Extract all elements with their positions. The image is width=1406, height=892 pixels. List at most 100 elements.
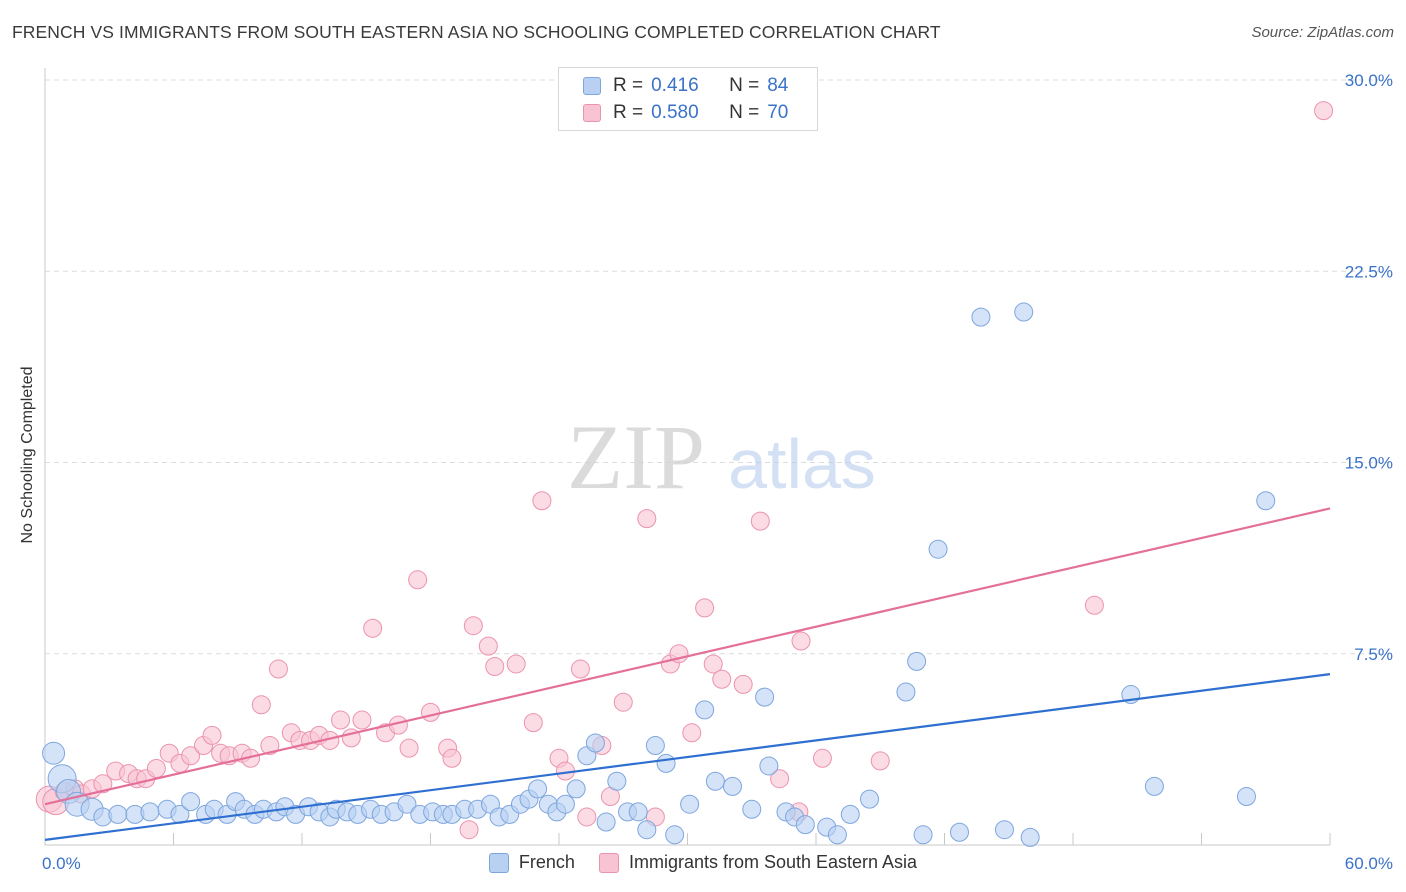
tick-labels: 7.5% 15.0% 22.5% 30.0% 0.0% 60.0% [42, 71, 1393, 873]
immigrants-point [93, 774, 113, 794]
immigrants-point [399, 738, 419, 758]
watermark: ZIP atlas [567, 406, 876, 508]
legend-swatch-french [583, 77, 601, 95]
immigrants-point [812, 748, 832, 768]
french-point [994, 820, 1014, 840]
french-point [108, 804, 128, 824]
french-point [742, 799, 762, 819]
french-point [656, 753, 676, 773]
immigrants-point [408, 570, 428, 590]
french-point [596, 812, 616, 832]
immigrants-point [637, 509, 657, 529]
french-point [913, 825, 933, 845]
immigrants-point [791, 631, 811, 651]
french-point [1014, 302, 1034, 322]
legend-item-immigrants[interactable]: Immigrants from South Eastern Asia [598, 852, 918, 873]
immigrants-point [770, 769, 790, 789]
immigrants-point [463, 616, 483, 636]
french-point [759, 756, 779, 776]
source-label: Source: ZipAtlas.com [1251, 24, 1394, 41]
correlation-legend: R = 0.416 N = 84 R = 0.580 N = 70 [558, 67, 818, 131]
immigrants-point [703, 654, 723, 674]
series-legend: French Immigrants from South Eastern Asi… [0, 852, 1406, 873]
french-point [585, 733, 605, 753]
immigrants-point [1314, 101, 1334, 121]
french-point [555, 794, 575, 814]
immigrants-point [268, 659, 288, 679]
immigrants-point [1084, 595, 1104, 615]
axes [44, 68, 1331, 846]
french-point [755, 687, 775, 707]
french-trend-line [44, 673, 1331, 841]
immigrants-point [485, 657, 505, 676]
legend-n-value: 84 [767, 75, 789, 96]
immigrants-point [870, 751, 890, 771]
legend-row-french: R = 0.416 N = 84 [583, 73, 788, 99]
legend-item-french[interactable]: French [488, 852, 575, 873]
immigrants-point [442, 748, 462, 768]
legend-r-value: 0.416 [651, 75, 699, 96]
immigrants-point [712, 669, 732, 689]
french-point [665, 825, 685, 845]
legend-label-french: French [518, 852, 575, 872]
french-point [42, 741, 66, 765]
immigrants-trend-line [44, 507, 1331, 806]
immigrants-point [459, 820, 479, 840]
french-point [705, 771, 725, 791]
french-point [566, 779, 586, 799]
immigrants-point [577, 807, 597, 827]
immigrants-point [523, 713, 543, 733]
french-point [1256, 491, 1276, 511]
immigrants-point [695, 598, 715, 618]
trend-lines [44, 507, 1331, 841]
legend-r-label: R = [613, 102, 644, 123]
french-point [949, 822, 969, 842]
y-tick-label: 30.0% [1345, 71, 1393, 90]
french-point [637, 820, 657, 840]
immigrants-point [260, 736, 280, 756]
french-point [181, 792, 201, 812]
x-tick-label: 60.0% [1345, 854, 1393, 873]
immigrants-point [506, 654, 526, 674]
legend-n-value: 70 [767, 102, 789, 123]
french-point [907, 651, 927, 671]
watermark-zip: ZIP [567, 406, 705, 508]
immigrants-point [532, 491, 552, 511]
immigrants-point [421, 702, 440, 722]
immigrants-point [733, 674, 753, 694]
french-point [1144, 776, 1164, 796]
french-point [645, 736, 665, 756]
immigrants-point [613, 692, 633, 712]
french-point [1236, 787, 1256, 807]
immigrants-point [146, 759, 166, 778]
french-point [928, 539, 948, 559]
french-point [140, 802, 160, 822]
immigrants-point [478, 636, 498, 656]
legend-r-value: 0.580 [651, 102, 699, 123]
chart-title: FRENCH VS IMMIGRANTS FROM SOUTH EASTERN … [12, 22, 941, 42]
french-point [860, 789, 880, 809]
french-point [695, 700, 715, 720]
immigrants-point [682, 723, 702, 743]
immigrants-point [750, 511, 770, 531]
x-tick-label: 0.0% [42, 854, 81, 873]
legend-r-label: R = [613, 75, 644, 96]
y-tick-label: 15.0% [1345, 454, 1393, 473]
french-point [1020, 827, 1040, 847]
legend-label-immigrants: Immigrants from South Eastern Asia [628, 852, 918, 872]
french-point [628, 802, 648, 822]
french-point [840, 804, 860, 824]
immigrants-point [570, 659, 590, 679]
legend-swatch-immigrants [598, 852, 619, 873]
gridlines [45, 79, 1390, 655]
french-point [722, 776, 742, 796]
french-point [827, 825, 847, 845]
watermark-atlas: atlas [728, 425, 876, 503]
immigrants-point [363, 618, 383, 638]
french-point [607, 771, 627, 791]
legend-row-immigrants: R = 0.580 N = 70 [583, 100, 788, 126]
y-tick-label: 22.5% [1345, 262, 1393, 281]
french-point [971, 307, 991, 327]
french-point [795, 815, 815, 835]
